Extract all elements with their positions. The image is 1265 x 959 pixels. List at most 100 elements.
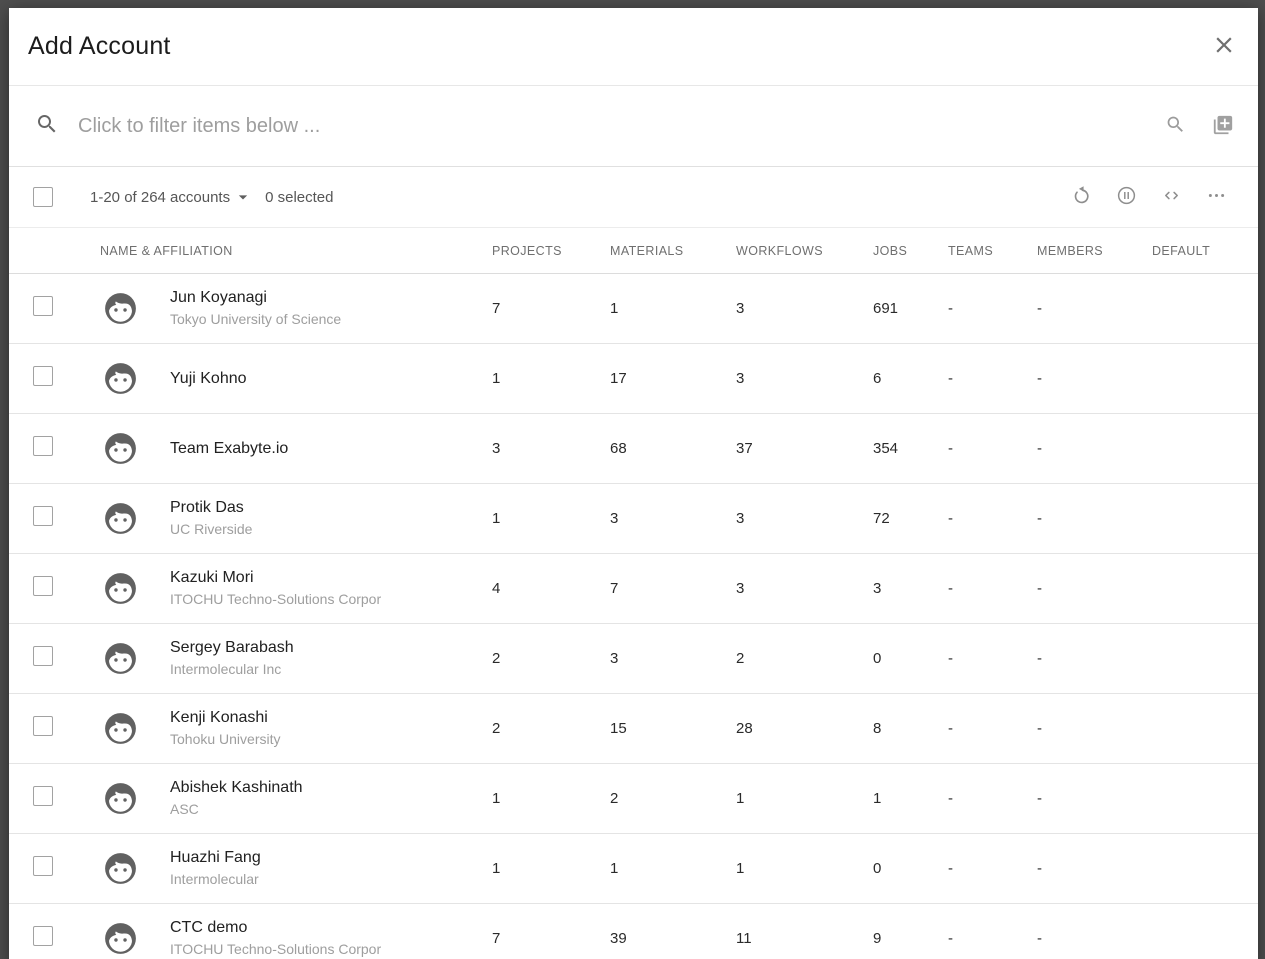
face-avatar-icon [104,292,137,325]
refresh-button[interactable] [1071,185,1092,209]
account-name: Team Exabyte.io [170,440,289,457]
row-checkbox[interactable] [33,856,53,876]
cell-members: - [1037,370,1042,387]
add-new-entity-button[interactable] [1212,114,1234,139]
table-row[interactable]: Protik Das UC Riverside 1 3 3 72 - - [9,484,1258,554]
cell-jobs: 691 [873,300,899,317]
cell-materials: 15 [610,720,627,737]
face-avatar-icon [104,922,137,955]
dialog-title: Add Account [28,32,171,60]
cell-workflows: 11 [736,930,752,947]
cell-teams: - [948,930,953,947]
row-name-cell: Protik Das UC Riverside [161,497,492,540]
search-action-button[interactable] [1165,114,1186,138]
cell-projects: 3 [492,440,501,457]
row-avatar-cell [95,502,161,535]
table-row[interactable]: Yuji Kohno 1 17 3 6 - - [9,344,1258,414]
face-avatar-icon [104,502,137,535]
row-checkbox[interactable] [33,786,53,806]
cell-teams: - [948,300,953,317]
cell-members: - [1037,300,1042,317]
face-avatar-icon [104,712,137,745]
code-view-button[interactable] [1161,185,1182,209]
cell-members: - [1037,650,1042,667]
cell-materials: 2 [610,790,619,807]
table-row[interactable]: Huazhi Fang Intermolecular 1 1 1 0 - - [9,834,1258,904]
cell-teams: - [948,790,953,807]
filter-input[interactable] [78,114,1165,138]
account-name: Huazhi Fang [170,849,261,866]
column-header-workflows[interactable]: WORKFLOWS [736,243,823,258]
account-affiliation: Intermolecular Inc [170,661,282,677]
cell-materials: 1 [610,860,619,877]
table-row[interactable]: Abishek Kashinath ASC 1 2 1 1 - - [9,764,1258,834]
row-checkbox[interactable] [33,926,53,946]
column-header-jobs[interactable]: JOBS [873,243,908,258]
row-checkbox[interactable] [33,646,53,666]
cell-teams: - [948,370,953,387]
cell-jobs: 8 [873,720,882,737]
row-checkbox[interactable] [33,436,53,456]
row-checkbox[interactable] [33,296,53,316]
row-name-cell: Sergey Barabash Intermolecular Inc [161,637,492,680]
table-row[interactable]: Sergey Barabash Intermolecular Inc 2 3 2… [9,624,1258,694]
column-header-name[interactable]: NAME & AFFILIATION [100,243,233,258]
account-affiliation: Tokyo University of Science [170,311,342,327]
table-row[interactable]: Kenji Konashi Tohoku University 2 15 28 … [9,694,1258,764]
row-checkbox[interactable] [33,366,53,386]
row-checkbox[interactable] [33,716,53,736]
cell-jobs: 9 [873,930,882,947]
pagination-range-label: 1-20 of 264 accounts [90,188,231,206]
cell-jobs: 0 [873,860,882,877]
more-options-button[interactable] [1206,185,1227,209]
cell-jobs: 1 [873,790,882,807]
row-avatar-cell [95,362,161,395]
table-row[interactable]: CTC demo ITOCHU Techno-Solutions Corpor … [9,904,1258,959]
face-avatar-icon [104,572,137,605]
selected-count-label: 0 selected [265,188,334,206]
dialog-header: Add Account [9,8,1258,86]
cell-materials: 1 [610,300,619,317]
cell-workflows: 37 [736,440,753,457]
row-check-cell [9,786,95,811]
more-horizontal-icon [1206,185,1227,209]
cell-members: - [1037,860,1042,877]
table-row[interactable]: Kazuki Mori ITOCHU Techno-Solutions Corp… [9,554,1258,624]
column-header-teams[interactable]: TEAMS [948,243,994,258]
cell-teams: - [948,580,953,597]
row-check-cell [9,856,95,881]
row-name-cell: CTC demo ITOCHU Techno-Solutions Corpor [161,917,492,959]
table-row[interactable]: Jun Koyanagi Tokyo University of Science… [9,274,1258,344]
cell-workflows: 3 [736,300,745,317]
column-header-materials[interactable]: MATERIALS [610,243,684,258]
close-button[interactable] [1209,32,1239,62]
add-account-dialog: Add Account 1 [9,8,1258,959]
cell-workflows: 2 [736,650,745,667]
cell-workflows: 3 [736,370,745,387]
row-checkbox[interactable] [33,506,53,526]
search-icon [35,112,59,141]
row-check-cell [9,926,95,951]
cell-jobs: 0 [873,650,882,667]
filter-bar [9,86,1258,167]
pause-button[interactable] [1116,185,1137,209]
select-all-checkbox[interactable] [33,187,53,207]
row-name-cell: Jun Koyanagi Tokyo University of Science [161,287,492,330]
cell-projects: 4 [492,580,501,597]
column-header-projects[interactable]: PROJECTS [492,243,562,258]
account-name: Kenji Konashi [170,709,268,726]
table-row[interactable]: Team Exabyte.io 3 68 37 354 - - [9,414,1258,484]
row-name-cell: Huazhi Fang Intermolecular [161,847,492,890]
cell-projects: 2 [492,650,501,667]
cell-members: - [1037,790,1042,807]
cell-materials: 3 [610,510,619,527]
column-header-default[interactable]: DEFAULT [1152,243,1211,258]
account-name: Protik Das [170,499,244,516]
table-body: Jun Koyanagi Tokyo University of Science… [9,274,1258,959]
code-brackets-icon [1161,185,1182,209]
cell-materials: 7 [610,580,619,597]
library-add-icon [1212,114,1234,139]
column-header-members[interactable]: MEMBERS [1037,243,1104,258]
row-checkbox[interactable] [33,576,53,596]
pagination-dropdown[interactable]: 1-20 of 264 accounts [90,187,253,207]
